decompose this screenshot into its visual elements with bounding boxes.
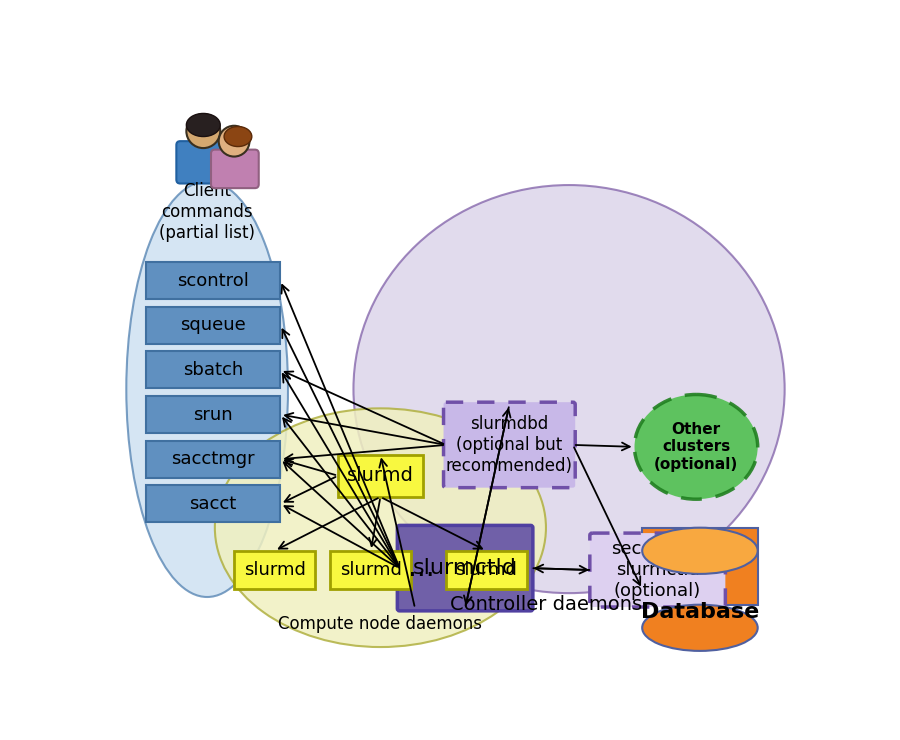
FancyBboxPatch shape: [176, 141, 230, 184]
Text: slurmd: slurmd: [244, 561, 305, 579]
Ellipse shape: [634, 394, 758, 500]
Ellipse shape: [186, 114, 220, 148]
FancyBboxPatch shape: [338, 454, 423, 497]
Text: slurmd: slurmd: [455, 561, 517, 579]
Ellipse shape: [215, 408, 546, 647]
Text: srun: srun: [194, 406, 233, 423]
Ellipse shape: [354, 185, 785, 593]
FancyBboxPatch shape: [146, 306, 280, 343]
Ellipse shape: [643, 605, 758, 651]
FancyBboxPatch shape: [146, 352, 280, 389]
Ellipse shape: [126, 181, 288, 597]
Text: slurmctld: slurmctld: [413, 558, 517, 578]
Ellipse shape: [186, 113, 220, 137]
FancyBboxPatch shape: [444, 403, 575, 488]
FancyBboxPatch shape: [146, 396, 280, 433]
Text: slurmd: slurmd: [340, 561, 401, 579]
Text: ...: ...: [408, 554, 435, 582]
Text: scontrol: scontrol: [177, 272, 249, 289]
Ellipse shape: [224, 127, 252, 147]
FancyBboxPatch shape: [446, 551, 526, 589]
Text: Client
commands
(partial list): Client commands (partial list): [159, 182, 256, 242]
FancyBboxPatch shape: [211, 149, 258, 188]
FancyBboxPatch shape: [146, 441, 280, 477]
FancyBboxPatch shape: [146, 262, 280, 299]
Text: Compute node daemons: Compute node daemons: [278, 615, 482, 633]
Ellipse shape: [643, 528, 758, 574]
FancyBboxPatch shape: [643, 528, 758, 605]
Text: Database: Database: [641, 602, 759, 622]
Text: sacctmgr: sacctmgr: [171, 450, 255, 468]
FancyBboxPatch shape: [330, 551, 411, 589]
FancyBboxPatch shape: [397, 525, 533, 610]
FancyBboxPatch shape: [590, 533, 725, 607]
Text: squeue: squeue: [180, 316, 246, 334]
Text: slurmd: slurmd: [347, 466, 414, 485]
Text: sacct: sacct: [189, 495, 237, 513]
Ellipse shape: [219, 126, 249, 157]
Text: sbatch: sbatch: [183, 361, 243, 379]
Text: slurmdbd
(optional but
recommended): slurmdbd (optional but recommended): [446, 415, 573, 475]
FancyBboxPatch shape: [234, 551, 315, 589]
Text: secondary
slurmctld
(optional): secondary slurmctld (optional): [611, 540, 705, 600]
Text: Other
clusters
(optional): Other clusters (optional): [654, 422, 738, 472]
Text: Controller daemons: Controller daemons: [450, 595, 642, 614]
FancyBboxPatch shape: [146, 485, 280, 522]
